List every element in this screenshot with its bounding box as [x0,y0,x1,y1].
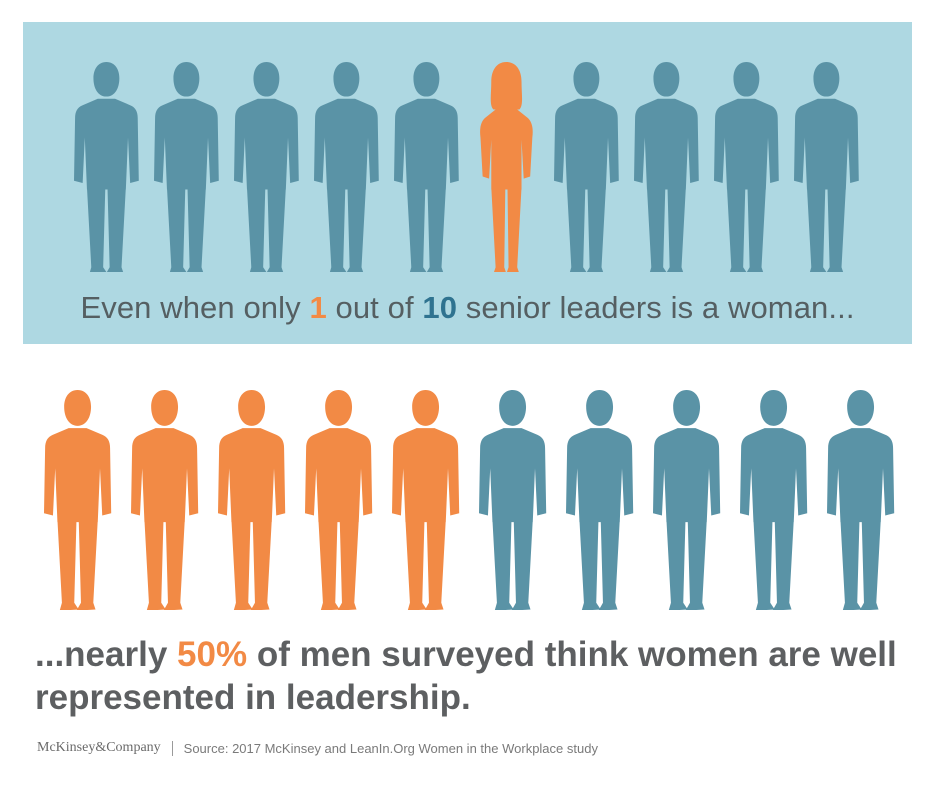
woman-silhouette-icon [480,62,533,272]
man-silhouette-icon [827,390,895,610]
man-silhouette-icon [44,390,112,610]
brand-logo: McKinsey&Company [37,740,161,755]
footer: McKinsey&Company Source: 2017 McKinsey a… [37,739,598,757]
man-silhouette-icon [634,62,699,272]
man-silhouette-icon [394,62,459,272]
statement: ...nearly 50% of men surveyed think wome… [35,633,915,719]
top-figures-row [74,62,859,272]
man-silhouette-icon [794,62,859,272]
statement-post: of men surveyed think women are well rep… [35,635,897,717]
man-silhouette-icon [218,390,286,610]
footer-divider [171,740,173,756]
headline: Even when only 1 out of 10 senior leader… [23,290,912,326]
man-silhouette-icon [740,390,808,610]
bottom-figures-row [44,390,895,610]
headline-pre: Even when only [80,290,310,325]
headline-mid: out of [326,290,423,325]
headline-number-women: 1 [309,290,327,325]
man-silhouette-icon [554,62,619,272]
headline-number-total: 10 [422,290,458,325]
man-silhouette-icon [653,390,721,610]
headline-post: senior leaders is a woman... [457,290,855,325]
man-silhouette-icon [305,390,373,610]
man-silhouette-icon [154,62,219,272]
man-silhouette-icon [131,390,199,610]
man-silhouette-icon [74,62,139,272]
man-silhouette-icon [234,62,299,272]
man-silhouette-icon [566,390,634,610]
man-silhouette-icon [714,62,779,272]
statement-percent: 50% [177,635,248,674]
statement-pre: ...nearly [35,635,178,674]
man-silhouette-icon [314,62,379,272]
man-silhouette-icon [479,390,547,610]
top-panel: Even when only 1 out of 10 senior leader… [23,22,912,344]
man-silhouette-icon [392,390,460,610]
source-text: Source: 2017 McKinsey and LeanIn.Org Wom… [183,740,598,756]
